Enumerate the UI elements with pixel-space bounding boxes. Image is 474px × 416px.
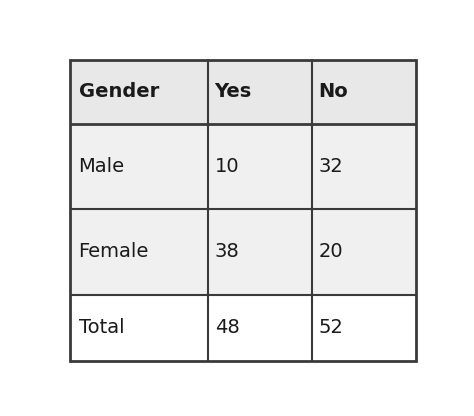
Bar xyxy=(70,59,209,124)
Text: 38: 38 xyxy=(215,243,239,261)
Text: 20: 20 xyxy=(318,243,343,261)
Bar xyxy=(70,209,209,295)
Bar xyxy=(70,295,209,361)
Text: No: No xyxy=(318,82,348,101)
Bar xyxy=(312,295,416,361)
Bar xyxy=(312,209,416,295)
Text: 48: 48 xyxy=(215,318,239,337)
Bar xyxy=(209,59,312,124)
Bar xyxy=(209,209,312,295)
Text: Female: Female xyxy=(79,243,149,261)
Bar xyxy=(209,124,312,209)
Bar xyxy=(209,295,312,361)
Text: 10: 10 xyxy=(215,157,239,176)
Bar xyxy=(312,124,416,209)
Text: Gender: Gender xyxy=(79,82,159,101)
Bar xyxy=(312,59,416,124)
Text: Total: Total xyxy=(79,318,124,337)
Text: 52: 52 xyxy=(318,318,343,337)
Bar xyxy=(70,124,209,209)
Text: 32: 32 xyxy=(318,157,343,176)
Text: Male: Male xyxy=(79,157,125,176)
Text: Yes: Yes xyxy=(215,82,252,101)
